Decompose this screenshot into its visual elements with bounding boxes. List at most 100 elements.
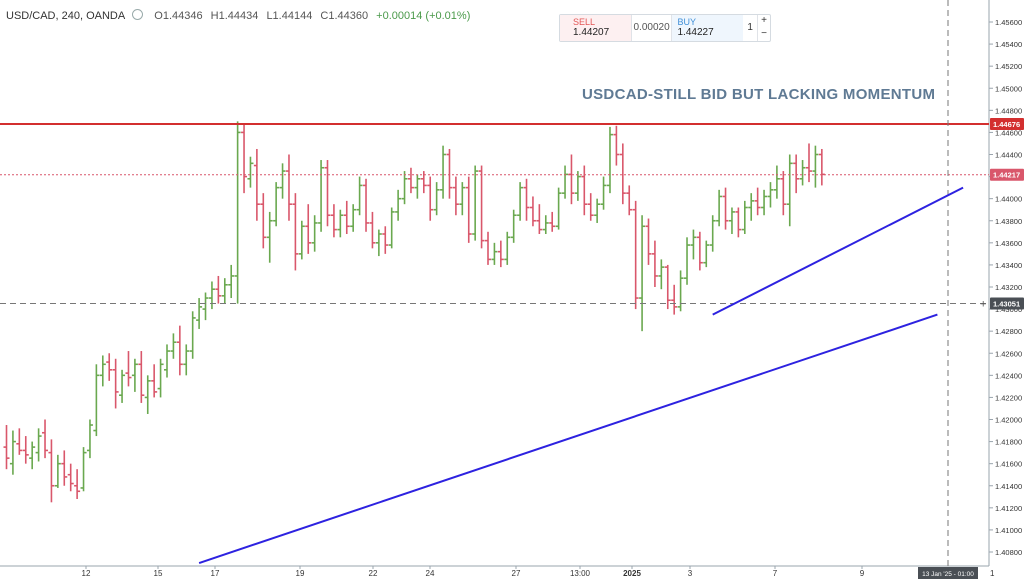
- ohlc-bar: [510, 209, 517, 243]
- price-tick-label: 1.44400: [995, 151, 1022, 160]
- price-tick-label: 1.41400: [995, 482, 1022, 491]
- ohlc-bar: [247, 156, 254, 188]
- ohlc-bar: [761, 189, 768, 216]
- ohlc-bar: [773, 165, 780, 199]
- ohlc-bar: [273, 182, 280, 227]
- symbol-label[interactable]: USD/CAD, 240, OANDA: [6, 10, 126, 22]
- price-axis[interactable]: 1.45600 1.45400 1.45200 1.45000 1.44800 1.446…: [980, 18, 1024, 557]
- close-value: C1.44360: [320, 10, 369, 22]
- ohlc-bar: [716, 189, 723, 227]
- plus-icon[interactable]: +: [761, 15, 767, 26]
- ohlc-bar: [363, 178, 370, 232]
- ohlc-bar: [67, 463, 74, 492]
- open-value: O1.44346: [154, 10, 203, 22]
- ohlc-bar: [786, 154, 793, 227]
- ohlc-bar: [3, 425, 10, 470]
- visibility-eye-icon[interactable]: [132, 9, 144, 20]
- crosshair-price-tag: 1.43051: [990, 297, 1024, 310]
- ohlc-bar: [664, 264, 671, 310]
- ohlc-bar: [183, 344, 190, 376]
- ohlc-bar: [324, 160, 331, 227]
- price-tick-label: 1.42000: [995, 416, 1022, 425]
- ohlc-bar: [799, 160, 806, 186]
- ohlc-bar: [523, 178, 530, 221]
- time-tick-label: 12: [82, 569, 91, 578]
- price-tick-label: 1.43000: [995, 305, 1022, 314]
- ohlc-bar: [594, 198, 601, 223]
- ohlc-bar: [619, 143, 626, 205]
- crosshair-time-tag: 13 Jan '25 - 01:00: [918, 567, 978, 579]
- ohlc-bar: [253, 148, 260, 221]
- ohlc-bar: [562, 165, 569, 199]
- sell-price: 1.44207: [573, 27, 610, 38]
- ohlc-bar: [93, 364, 100, 437]
- ohlc-bar: [16, 428, 23, 455]
- time-axis[interactable]: 12 15 17 19 22 24 27 13:00 2025 3 7 9 13 Jan '25 - 0…: [82, 566, 995, 579]
- quantity-stepper: + −: [757, 15, 770, 41]
- ohlc-bar: [446, 148, 453, 199]
- low-value: L1.44144: [266, 10, 313, 22]
- minus-icon[interactable]: −: [761, 28, 767, 39]
- price-tick-label: 1.43200: [995, 283, 1022, 292]
- trendlines[interactable]: [198, 186, 964, 564]
- price-tick-label: 1.41800: [995, 438, 1022, 447]
- time-tick-label: 15: [154, 569, 163, 578]
- price-tick-label: 1.41000: [995, 526, 1022, 535]
- ohlc-bar: [343, 200, 350, 234]
- quantity-field[interactable]: 1: [747, 22, 753, 33]
- ohlc-bar: [806, 143, 812, 183]
- ohlc-bar: [677, 270, 684, 312]
- ohlc-bar: [478, 165, 485, 249]
- ohlc-bar: [465, 176, 472, 243]
- ohlc-bar: [696, 231, 703, 271]
- ohlc-bar: [61, 450, 68, 486]
- price-tick-label: 1.44800: [995, 106, 1022, 115]
- sell-button[interactable]: SELL 1.44207: [560, 15, 632, 41]
- ohlc-bar: [433, 182, 440, 216]
- crosshair-time-tag-text: 13 Jan '25 - 01:00: [922, 571, 974, 578]
- price-tick-label: 1.45000: [995, 84, 1022, 93]
- ohlc-bar: [709, 215, 716, 252]
- ohlc-bar: [369, 211, 376, 249]
- ohlc-bar: [176, 325, 183, 376]
- ohlc-bar: [228, 264, 235, 299]
- price-tick-label: 1.41200: [995, 504, 1022, 513]
- ohlc-bar: [337, 209, 344, 238]
- ohlc-bar: [651, 240, 658, 287]
- change-value: +0.00014 (+0.01%): [376, 10, 471, 22]
- ohlc-bar: [574, 171, 581, 201]
- high-value: H1.44434: [210, 10, 259, 22]
- time-tick-label: 7: [773, 569, 778, 578]
- buy-button[interactable]: BUY 1.44227: [671, 15, 744, 41]
- ohlc-bar: [568, 154, 575, 205]
- ohlc-bar: [472, 165, 479, 241]
- buy-price: 1.44227: [677, 27, 714, 38]
- ohlc-bar: [517, 182, 524, 221]
- trade-panel: SELL 1.44207 0.00020 BUY 1.44227 1 + −: [559, 14, 771, 42]
- crosshair-price-tag-bg: [990, 297, 1024, 310]
- ohlc-bar: [202, 292, 209, 321]
- ohlc-bar: [542, 215, 549, 234]
- ohlc-bar: [112, 358, 119, 409]
- ohlc-bar: [754, 187, 761, 216]
- ohlc-bar: [440, 145, 447, 199]
- ohlc-bar: [144, 375, 151, 414]
- ohlc-bar: [29, 441, 36, 470]
- price-tick-label: 1.44600: [995, 128, 1022, 137]
- ohlc-bar: [318, 160, 325, 232]
- buy-label: BUY: [677, 17, 696, 27]
- ohlc-bar: [767, 182, 774, 208]
- ohlc-bar: [735, 207, 742, 238]
- ohlc-bar: [626, 185, 633, 216]
- ohlc-bar: [722, 187, 729, 230]
- ohlc-bar: [80, 447, 87, 492]
- price-tick-label: 1.41600: [995, 460, 1022, 469]
- ohlc-bar: [279, 163, 286, 199]
- price-tick-label: 1.43400: [995, 261, 1022, 270]
- ohlc-bar: [613, 125, 620, 166]
- time-tick-label: 9: [860, 569, 865, 578]
- ohlc-bar: [164, 344, 170, 378]
- price-tick-label: 1.42600: [995, 349, 1022, 358]
- time-tick-label: 22: [369, 569, 378, 578]
